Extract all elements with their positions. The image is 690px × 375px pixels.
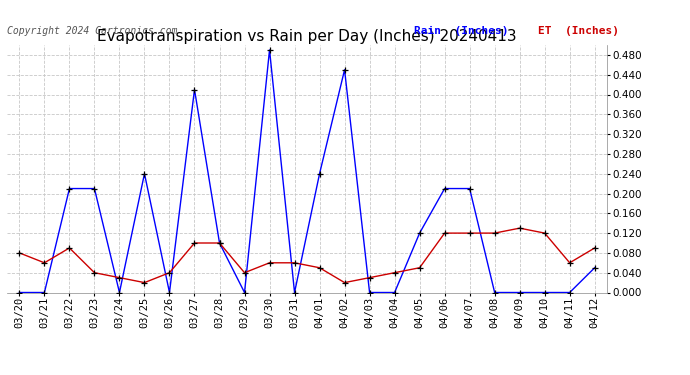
Title: Evapotranspiration vs Rain per Day (Inches) 20240413: Evapotranspiration vs Rain per Day (Inch…	[97, 29, 517, 44]
Text: Copyright 2024 Cartronics.com: Copyright 2024 Cartronics.com	[7, 26, 177, 36]
Text: ET  (Inches): ET (Inches)	[538, 26, 619, 36]
Text: Rain  (Inches): Rain (Inches)	[414, 26, 509, 36]
